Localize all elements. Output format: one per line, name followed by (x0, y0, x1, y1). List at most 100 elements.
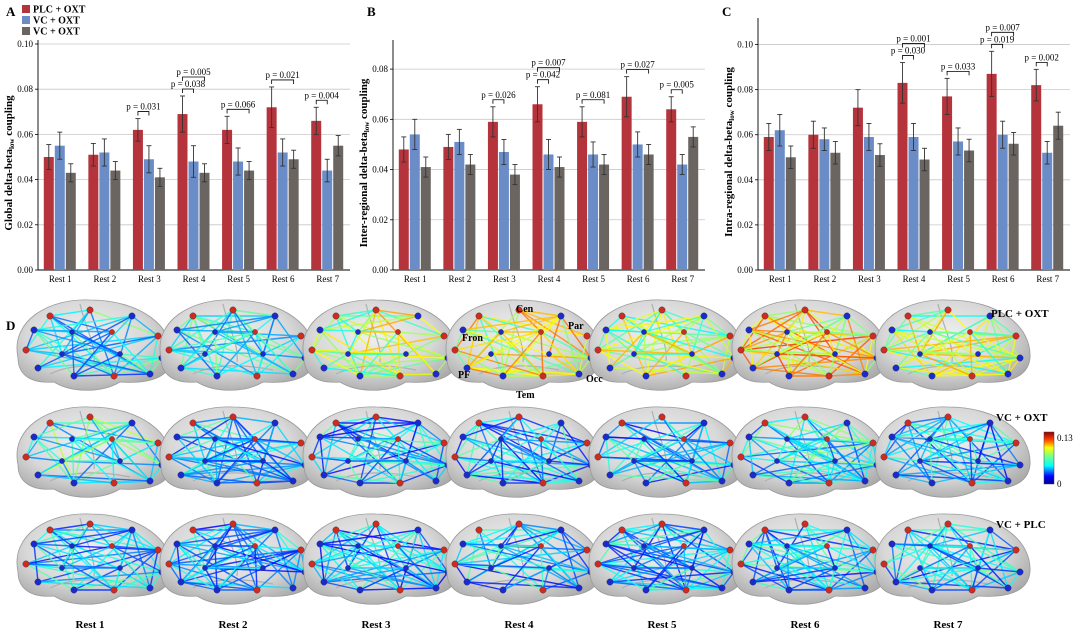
network-node (927, 329, 933, 335)
network-edge (311, 349, 325, 369)
network-edge (454, 349, 468, 369)
column-label: Rest 6 (790, 619, 820, 631)
network-edge (907, 416, 949, 424)
network-edge (540, 331, 580, 375)
network-edge (548, 353, 580, 375)
network-edge (454, 545, 502, 565)
network-node (356, 372, 364, 380)
network-edge (347, 353, 401, 377)
network-node (165, 346, 173, 354)
network-edge (929, 545, 979, 569)
network-edge (490, 438, 502, 462)
network-edge (752, 474, 830, 484)
network-edge (691, 335, 731, 355)
bar (132, 129, 143, 270)
network-edge (111, 438, 159, 444)
network-edge (454, 563, 468, 583)
network-edge (462, 543, 550, 569)
network-node (253, 372, 261, 380)
significance-label: p = 0.033 (941, 61, 976, 71)
network-edge (232, 523, 306, 573)
network-edge (605, 543, 693, 569)
network-node (880, 560, 888, 568)
bar (819, 139, 830, 270)
network-edge (883, 422, 909, 458)
network-edge (454, 438, 502, 458)
legend-label-vc-plc: VC + OXT (33, 27, 80, 38)
network-node (154, 332, 162, 340)
network-edge (176, 329, 294, 375)
network-node (749, 364, 757, 372)
network-node (70, 479, 78, 487)
network-edge (977, 335, 1017, 355)
colorbar-gradient (1043, 431, 1055, 485)
bar (599, 164, 610, 270)
network-edge (502, 545, 542, 591)
network-edge (180, 460, 206, 476)
network-edge (500, 331, 592, 359)
brain-network-map (445, 513, 602, 605)
network-edge (168, 438, 216, 458)
network-edge (168, 563, 218, 591)
network-node (488, 458, 494, 464)
network-edge (33, 315, 133, 331)
bar (830, 152, 841, 270)
network-edge (262, 335, 302, 355)
network-edge (929, 422, 991, 440)
network-edge (335, 315, 359, 333)
network-edge (119, 353, 163, 359)
network-edge (89, 523, 133, 531)
network-node (618, 312, 626, 320)
network-edge (168, 456, 218, 484)
network-edge (895, 367, 973, 377)
network-edge (466, 367, 544, 377)
network-edge (131, 315, 159, 337)
network-edge (323, 353, 349, 369)
network-node (861, 477, 869, 485)
network-node (86, 520, 94, 528)
network-edge (454, 331, 542, 351)
bar (942, 96, 953, 271)
network-node (117, 565, 123, 571)
network-edge (605, 529, 705, 545)
region-label-occ: Occ (586, 374, 603, 385)
network-edge (119, 442, 159, 462)
brain-network-map (731, 406, 888, 498)
network-edge (37, 335, 159, 369)
brain-network-map (874, 513, 1031, 605)
network-node (110, 372, 118, 380)
network-edge (776, 353, 790, 377)
network-edge (111, 529, 133, 547)
brain-sulcus (764, 472, 846, 482)
network-edge (826, 331, 836, 355)
network-edge (262, 460, 294, 482)
network-edge (621, 523, 663, 531)
y-tick-label: 0.06 (17, 129, 33, 139)
network-edge (397, 331, 445, 337)
network-edge (748, 543, 830, 591)
network-edge (764, 416, 806, 424)
network-edge (490, 545, 502, 569)
network-edge (405, 460, 449, 466)
network-node (967, 543, 973, 549)
network-edge (683, 438, 723, 482)
network-edge (597, 309, 663, 351)
network-edge (683, 331, 693, 355)
significance-bracket (670, 89, 683, 94)
significance-label: p = 0.005 (660, 80, 695, 90)
network-edge (621, 422, 685, 440)
y-tick-label: 0.00 (17, 265, 33, 275)
network-edge (37, 331, 113, 369)
network-node (356, 586, 364, 594)
network-edge (605, 543, 635, 569)
y-axis-label: Inter-regional delta-betalow coupling (358, 78, 371, 247)
network-edge (397, 545, 437, 589)
network-node (189, 312, 197, 320)
network-node (34, 471, 42, 479)
network-edge (176, 315, 276, 331)
significance-label: p = 0.038 (171, 79, 206, 89)
network-edge (335, 529, 445, 551)
network-edge (180, 442, 302, 476)
network-edge (891, 329, 1021, 359)
network-node (700, 419, 708, 427)
